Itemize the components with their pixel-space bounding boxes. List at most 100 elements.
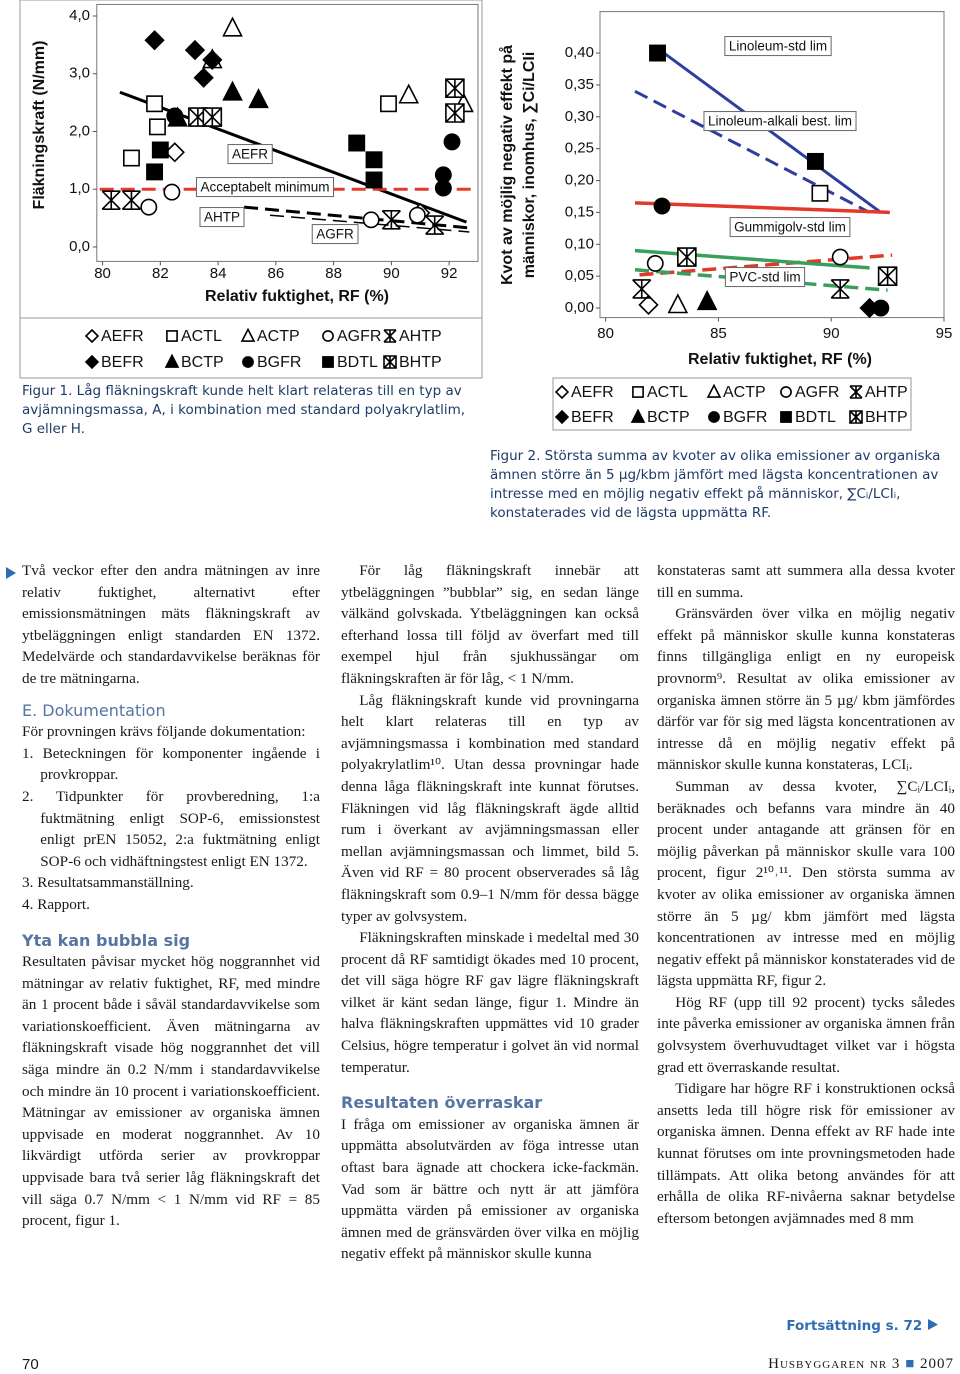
- x-tick-label: 88: [325, 265, 342, 282]
- paragraph: Två veckor efter den andra mätningen av …: [22, 562, 320, 687]
- x-tick-label: 90: [383, 265, 400, 282]
- plot-area: [96, 3, 479, 262]
- page-number: 70: [22, 1356, 39, 1373]
- paragraph: 1. Beteckningen för komponenter ingående…: [22, 744, 320, 784]
- data-point: [398, 83, 420, 104]
- data-point: [151, 141, 169, 159]
- legend-symbol: [708, 411, 720, 423]
- legend-label: ACTP: [723, 384, 766, 401]
- data-point: [146, 95, 164, 113]
- annotation: PVC-std lim: [729, 270, 800, 285]
- data-point: [348, 134, 366, 152]
- y-tick-label: 0,05: [565, 267, 594, 284]
- continuation-arrow: [928, 1319, 938, 1330]
- y-tick-label: 0,00: [565, 299, 594, 316]
- reference-line: [270, 214, 470, 233]
- data-point: [445, 78, 465, 98]
- x-tick-label: 85: [710, 325, 727, 342]
- legend-symbol: [242, 356, 254, 368]
- reference-line: [634, 89, 871, 214]
- legend-label: BGFR: [723, 409, 767, 426]
- data-point: [222, 80, 243, 101]
- legend-label: BDTL: [337, 354, 378, 371]
- data-point: [144, 30, 165, 51]
- legend-frame: [552, 377, 912, 431]
- paragraph: 3. Resultatsammanställning.: [22, 874, 194, 892]
- data-point: [445, 103, 465, 123]
- paragraph: Gränsvärden över vilka en möjlig negativ…: [657, 605, 955, 774]
- legend-label: AEFR: [571, 384, 614, 401]
- legend-symbol: [166, 330, 178, 342]
- data-point: [677, 247, 697, 267]
- chart: 0,0 1,0 2,0 3,0 4,0 80 82 84 86 88 90 92 Relativ fuk…: [19, 0, 483, 379]
- legend-label: BEFR: [571, 409, 614, 426]
- legend-symbol: [84, 354, 100, 370]
- data-point: [425, 215, 445, 235]
- legend-label: AGFR: [337, 328, 381, 345]
- text-column: För låg fläkningskraft innebär att ytbel…: [341, 560, 639, 1265]
- legend-symbol: [630, 408, 646, 423]
- paragraph: Tidigare har högre RF i konstruktionen o…: [657, 1080, 955, 1227]
- y-tick-label: 0,35: [565, 76, 594, 93]
- legend-symbol: [554, 384, 570, 400]
- annotation: Linoleum-std lim: [729, 39, 827, 54]
- x-tick-label: 95: [936, 325, 953, 342]
- data-point: [202, 107, 223, 127]
- reference-line: [243, 205, 470, 230]
- paragraph: konstateras samt att summera alla dessa …: [657, 562, 955, 601]
- paragraph: 2. Tidpunkter för provberedning, 1:a fuk…: [22, 787, 320, 870]
- heading: Yta kan bubbla sig: [22, 930, 191, 950]
- annotation: Linoleum-alkali best. lim: [708, 114, 852, 129]
- data-point: [146, 163, 164, 181]
- annotation: AGFR: [316, 227, 354, 242]
- paragraph-marker: [6, 567, 16, 579]
- data-point: [163, 183, 181, 201]
- heading: E. Dokumentation: [22, 700, 166, 720]
- legend-symbol: [849, 385, 863, 399]
- data-point: [653, 197, 671, 215]
- paragraph: Hög RF (upp till 92 procent) tycks såled…: [657, 993, 955, 1076]
- data-point: [872, 299, 890, 317]
- figure-caption: Figur 1. Låg fläkningskraft kunde helt k…: [22, 383, 466, 437]
- heading: Resultaten överraskar: [341, 1093, 543, 1113]
- legend-label: BCTP: [181, 354, 224, 371]
- magazine-name: Husbyggaren nr 3: [768, 1356, 901, 1372]
- plot-area: [599, 11, 945, 319]
- paragraph: För låg fläkningskraft innebär att ytbel…: [341, 562, 639, 687]
- data-point: [696, 290, 718, 311]
- data-point: [443, 133, 461, 151]
- data-point: [638, 294, 659, 315]
- data-point: [140, 198, 158, 216]
- annotation-box: [195, 177, 335, 198]
- legend-symbol: [849, 410, 863, 424]
- data-point: [101, 190, 121, 210]
- paragraph: För provningen krävs följande dokumentat…: [22, 723, 306, 741]
- reference-line: [639, 253, 893, 277]
- continuation-text[interactable]: Fortsättning s. 72: [786, 1318, 923, 1334]
- y-tick-label: 3,0: [69, 65, 90, 82]
- y-tick-label: 0,25: [565, 140, 594, 157]
- annotation: AEFR: [232, 147, 268, 162]
- footer-magazine: Husbyggaren nr 3 ■ 2007: [768, 1356, 954, 1373]
- legend-label: AEFR: [101, 328, 144, 345]
- data-point: [121, 190, 142, 210]
- data-point: [193, 67, 214, 88]
- y-tick-label: 0,40: [565, 44, 594, 61]
- continuation[interactable]: Fortsättning s. 72: [786, 1318, 938, 1334]
- legend-symbol: [554, 409, 570, 425]
- legend-label: AHTP: [399, 328, 442, 345]
- data-point: [408, 206, 426, 224]
- data-point: [166, 107, 184, 125]
- annotation-box: [227, 144, 273, 165]
- y-tick-label: 4,0: [69, 7, 90, 24]
- legend-symbol: [706, 383, 722, 398]
- data-point: [248, 88, 269, 109]
- data-point: [830, 279, 850, 299]
- legend-label: BEFR: [101, 354, 144, 371]
- data-point: [380, 95, 397, 113]
- legend-label: AGFR: [795, 384, 839, 401]
- y-axis-title: människor, inomhus, ∑Ci/LCIi: [521, 52, 538, 279]
- data-point: [148, 118, 166, 136]
- legend-label: BGFR: [257, 354, 301, 371]
